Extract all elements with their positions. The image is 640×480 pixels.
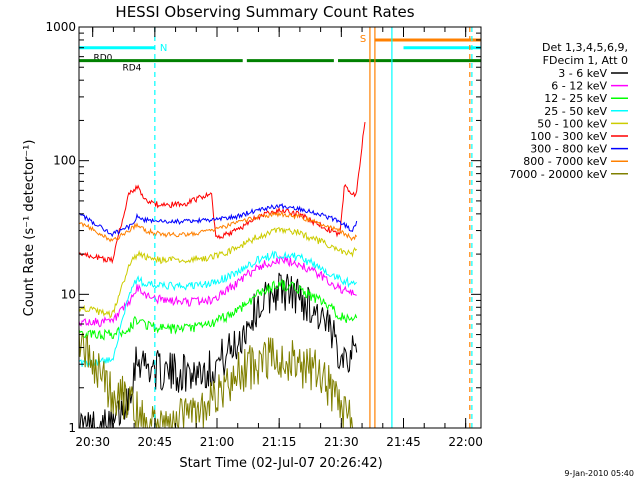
series-line-4	[79, 226, 358, 319]
series-line-0	[79, 272, 358, 428]
flag-label-0: N	[160, 43, 167, 54]
legend-entry-label-3: 25 - 50 keV	[544, 105, 607, 118]
legend-entry-label-2: 12 - 25 keV	[544, 92, 607, 105]
plot-frame	[78, 26, 482, 429]
x-tick-label-3: 21:15	[262, 435, 297, 449]
legend-entry-label-0: 3 - 6 keV	[558, 67, 607, 80]
legend-entry-label-6: 300 - 800 keV	[530, 143, 607, 156]
footer-timestamp: 9-Jan-2010 05:40	[564, 469, 634, 478]
chart-title: HESSI Observing Summary Count Rates	[115, 3, 414, 21]
y-tick-label-3: 1000	[45, 20, 76, 34]
legend-header-0: Det 1,3,4,5,6,9,	[542, 41, 628, 54]
series-line-3	[79, 250, 358, 368]
legend-entry-label-4: 50 - 100 keV	[537, 117, 607, 130]
legend-entry-label-1: 6 - 12 keV	[551, 80, 607, 93]
axes-layer: 1 10 100 1000 20:30 20:45 21:00 21:15 21:30 21:45…	[45, 20, 483, 449]
series-line-6	[79, 202, 358, 238]
series-line-8	[79, 326, 353, 428]
x-tick-label-1: 20:45	[138, 435, 173, 449]
legend: Det 1,3,4,5,6,9,FDecim 1, Att 03 - 6 keV…	[509, 41, 628, 181]
state-bar-label-1: RD4	[123, 64, 142, 74]
y-axis-label: Count Rate (s⁻¹ detector⁻¹)	[22, 140, 37, 317]
overlay-layer: RD0 RD4 N S	[79, 27, 481, 428]
y-tick-label-1: 10	[61, 287, 76, 301]
legend-entry-label-8: 7000 - 20000 keV	[509, 168, 607, 181]
x-axis-label: Start Time (02-Jul-07 20:26:42)	[179, 456, 382, 471]
x-tick-label-0: 20:30	[75, 435, 110, 449]
legend-entry-label-5: 100 - 300 keV	[530, 130, 607, 143]
series-layer	[79, 122, 366, 428]
legend-header-1: FDecim 1, Att 0	[543, 54, 628, 67]
legend-entry-label-7: 800 - 7000 keV	[523, 155, 607, 168]
x-tick-label-6: 22:00	[448, 435, 483, 449]
series-line-7	[79, 210, 358, 243]
series-line-5	[79, 122, 366, 265]
series-line-2	[79, 278, 358, 341]
y-tick-label-2: 100	[53, 154, 76, 168]
y-tick-label-0: 1	[68, 421, 76, 435]
x-tick-label-4: 21:30	[324, 435, 359, 449]
flag-label-1: S	[360, 34, 366, 45]
x-tick-label-2: 21:00	[200, 435, 235, 449]
x-tick-label-5: 21:45	[386, 435, 421, 449]
state-bar-label-0: RD0	[94, 54, 113, 64]
